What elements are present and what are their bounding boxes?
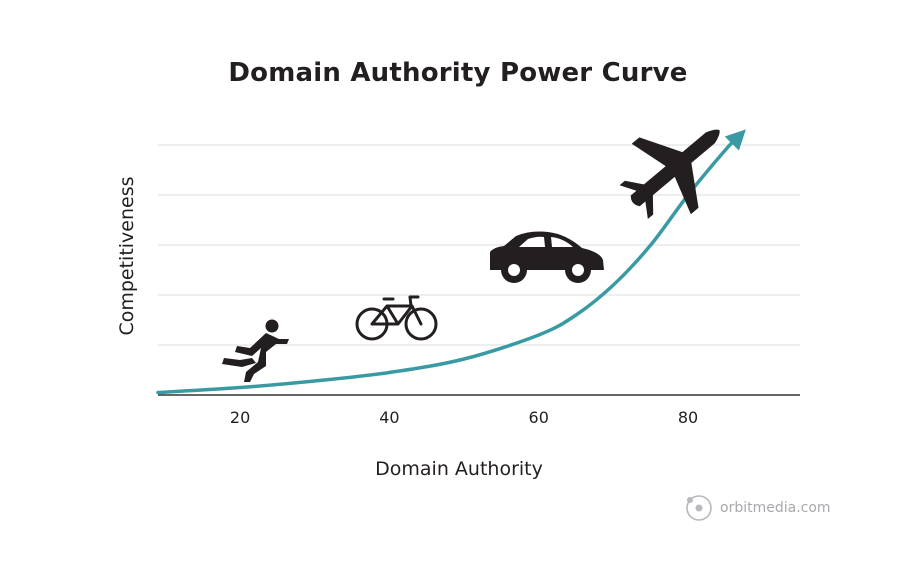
bicycle-icon [355,295,438,341]
x-tick-label: 40 [379,408,399,427]
watermark: orbitmedia.com [684,493,831,523]
car-icon [490,231,604,283]
watermark-text: orbitmedia.com [720,500,831,516]
x-tick-label: 80 [678,408,698,427]
y-axis-label: Competitiveness [116,176,138,335]
chart-title: Domain Authority Power Curve [228,58,688,88]
curve-arrowhead [724,129,746,151]
x-axis-label: Domain Authority [375,458,543,480]
x-tick-label: 60 [529,408,549,427]
x-tick-label: 20 [230,408,250,427]
x-tick-labels: 20 40 60 80 [230,408,698,427]
runner-icon [222,319,289,382]
orbit-logo-icon [686,495,712,521]
airplane-icon [619,129,720,219]
